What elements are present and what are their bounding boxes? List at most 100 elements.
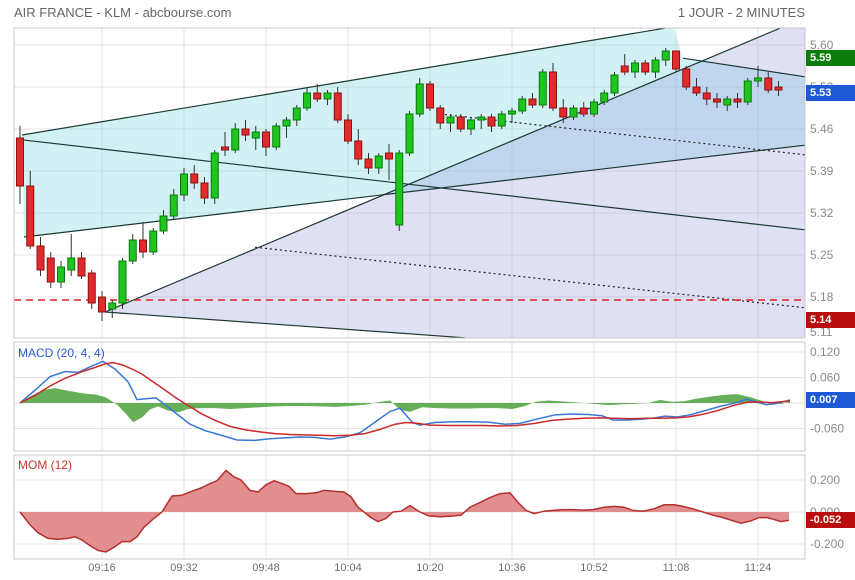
expanding-fan [105,28,805,338]
candle-up [446,116,455,124]
trendline-resistance-descending [21,139,805,231]
time-axis-label: 11:24 [744,562,772,574]
candle-up [518,98,527,112]
candle-up [405,113,414,154]
macd-value-badge: 0.007 [806,392,855,409]
candle-down [764,77,773,91]
candle-up [108,302,117,310]
candle-up [67,257,76,271]
candle-down [620,65,629,73]
macd-histogram [20,388,790,423]
last-price-badge: 5.53 [806,85,855,101]
y-axis-tick-label: -0.200 [810,537,844,551]
trendline-fan-bottom [104,311,466,338]
candle-down [385,152,393,160]
candle-up [374,155,383,169]
mom-panel [19,469,790,553]
y-axis-tick-label: 5.25 [810,248,834,262]
candle-down [87,272,96,304]
candle-down [344,119,352,142]
candle-down [262,131,270,148]
time-axis-label: 10:52 [580,562,608,574]
candle-up [538,71,547,106]
candle-up [631,62,639,73]
trendline-fan-top-ascending [104,28,781,313]
candle-up [251,131,260,139]
candle-up [159,215,168,232]
y-axis-tick-label: 5.39 [810,164,834,178]
candle-up [323,92,332,100]
candle-up [610,74,619,94]
candle-down [559,107,568,118]
candle-up [467,119,475,130]
candle-down [77,257,86,277]
y-axis-tick-label: 5.46 [810,122,834,136]
y-axis-tick-label: 0.060 [810,371,840,385]
candle-up [180,173,188,196]
trendline-channel-bottom [23,144,805,238]
candle-down [190,173,199,184]
candle-up [497,113,506,127]
time-axis-label: 10:04 [334,562,362,574]
candle-down [98,296,106,313]
trendline-peak-descending [682,57,805,78]
macd-panel [19,360,791,442]
candle-down [456,116,465,130]
candle-up [128,239,137,262]
candle-up [395,152,404,226]
candle-down [692,86,701,94]
candle-up [210,152,219,199]
candle-up [723,98,732,106]
mom-value-badge: -0.052 [806,512,855,529]
candle-down [702,92,711,100]
candle-down [528,98,537,106]
candle-down [672,50,680,70]
candle-down [36,245,45,271]
candle-down [713,98,721,103]
trendline-channel-top [21,28,666,136]
y-axis-tick-label: 5.32 [810,206,834,220]
time-axis-label: 11:08 [662,562,690,574]
candle-up [590,101,598,115]
macd-indicator-label: MACD (20, 4, 4) [18,346,105,360]
trendline-dotted-lower [254,246,805,309]
macd-line-signal [19,361,791,437]
candle-up [508,110,516,115]
page-title: AIR FRANCE - KLM - abcbourse.com [14,5,232,20]
candle-down [426,83,434,109]
candle-up [118,260,127,304]
candle-down [579,107,588,115]
time-axis-label: 09:48 [252,562,280,574]
candle-down [333,92,342,121]
candle-up [272,125,281,148]
candle-up [415,83,424,115]
candle-up [231,128,240,151]
candle-up [661,50,670,61]
candle-down [354,140,363,160]
candle-down [682,68,691,88]
time-axis-label: 10:36 [498,562,526,574]
candle-up [754,77,762,82]
candle-up [600,92,609,103]
y-axis-tick-label: 0.120 [810,345,840,359]
candle-down [16,137,24,187]
candle-down [641,62,650,73]
candle-up [477,116,486,121]
candle-up [743,80,752,103]
candle-down [139,239,147,253]
candle-down [733,98,742,103]
candle-down [200,182,209,199]
candle-up [651,59,660,73]
session-high-badge: 5.59 [806,50,855,67]
candle-down [549,71,557,109]
y-axis-tick-label: 5.18 [810,290,834,304]
candle-down [313,92,322,100]
candle-down [26,185,35,247]
candle-down [364,158,373,169]
candle-down [221,146,229,151]
timeframe-label: 1 JOUR - 2 MINUTES [677,5,805,20]
y-axis-tick-label: -0.060 [810,422,844,436]
candle-up [303,92,311,109]
